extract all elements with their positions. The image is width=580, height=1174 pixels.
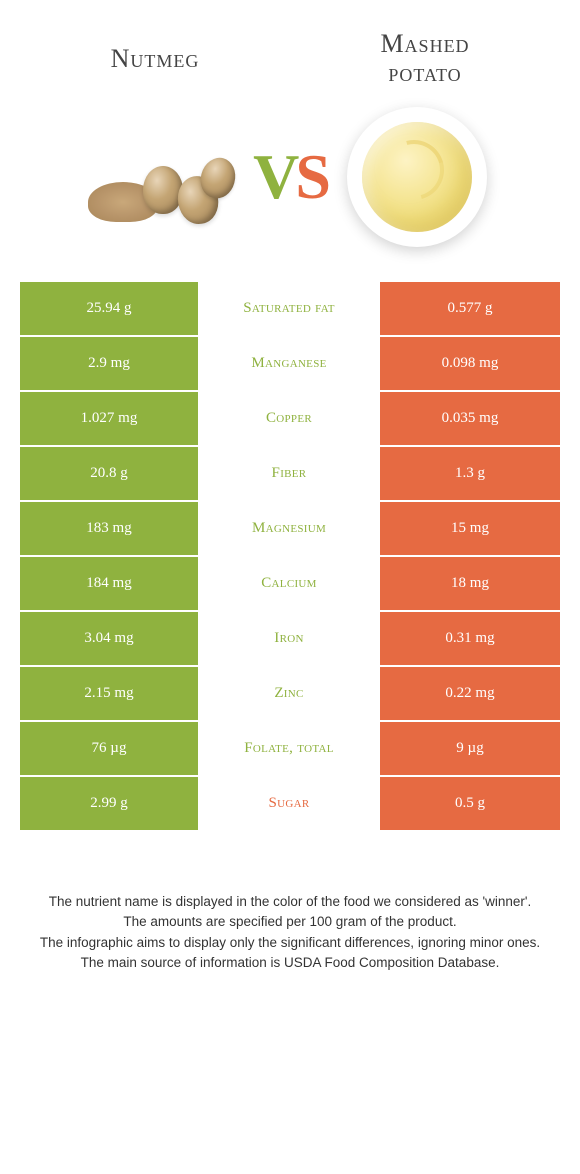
nutrient-label-cell: Fiber [200, 447, 380, 500]
nutrient-label-cell: Calcium [200, 557, 380, 610]
nutrient-label-cell: Saturated fat [200, 282, 380, 335]
table-row: 20.8 gFiber1.3 g [20, 447, 560, 502]
titles-row: Nutmeg Mashed potato [20, 30, 560, 87]
table-row: 1.027 mgCopper0.035 mg [20, 392, 560, 447]
right-value-cell: 0.098 mg [380, 337, 560, 390]
vs-s: S [295, 141, 327, 212]
nutrient-label-cell: Copper [200, 392, 380, 445]
nutrient-label-cell: Folate, total [200, 722, 380, 775]
right-value-cell: 0.035 mg [380, 392, 560, 445]
left-value-cell: 3.04 mg [20, 612, 200, 665]
mashed-potato-image [337, 112, 497, 242]
right-value-cell: 18 mg [380, 557, 560, 610]
left-value-cell: 1.027 mg [20, 392, 200, 445]
right-value-cell: 0.31 mg [380, 612, 560, 665]
nutrient-label-cell: Magnesium [200, 502, 380, 555]
left-value-cell: 76 µg [20, 722, 200, 775]
right-food-title: Mashed potato [290, 30, 560, 87]
left-value-cell: 2.15 mg [20, 667, 200, 720]
left-value-cell: 184 mg [20, 557, 200, 610]
right-title-line2: potato [388, 58, 461, 87]
footer-line-4: The main source of information is USDA F… [35, 953, 545, 973]
nutrient-table: 25.94 gSaturated fat0.577 g2.9 mgMangane… [20, 282, 560, 832]
nutrient-label-cell: Zinc [200, 667, 380, 720]
table-row: 3.04 mgIron0.31 mg [20, 612, 560, 667]
footer-line-2: The amounts are specified per 100 gram o… [35, 912, 545, 932]
right-title-line1: Mashed [380, 29, 469, 58]
nutrient-label-cell: Sugar [200, 777, 380, 830]
images-row: VS [20, 112, 560, 242]
infographic-container: Nutmeg Mashed potato VS 25.94 gSatur [0, 0, 580, 993]
table-row: 2.15 mgZinc0.22 mg [20, 667, 560, 722]
left-value-cell: 2.99 g [20, 777, 200, 830]
right-value-cell: 0.577 g [380, 282, 560, 335]
right-value-cell: 0.22 mg [380, 667, 560, 720]
left-value-cell: 20.8 g [20, 447, 200, 500]
left-food-title: Nutmeg [20, 44, 290, 74]
vs-label: VS [253, 140, 327, 214]
table-row: 2.9 mgManganese0.098 mg [20, 337, 560, 392]
left-value-cell: 2.9 mg [20, 337, 200, 390]
right-value-cell: 1.3 g [380, 447, 560, 500]
table-row: 2.99 gSugar0.5 g [20, 777, 560, 832]
vs-v: V [253, 141, 295, 212]
right-value-cell: 9 µg [380, 722, 560, 775]
table-row: 183 mgMagnesium15 mg [20, 502, 560, 557]
footer-line-3: The infographic aims to display only the… [35, 933, 545, 953]
nutmeg-image [83, 112, 243, 242]
left-value-cell: 25.94 g [20, 282, 200, 335]
nutrient-label-cell: Manganese [200, 337, 380, 390]
nutrient-label-cell: Iron [200, 612, 380, 665]
right-value-cell: 15 mg [380, 502, 560, 555]
left-value-cell: 183 mg [20, 502, 200, 555]
table-row: 25.94 gSaturated fat0.577 g [20, 282, 560, 337]
table-row: 184 mgCalcium18 mg [20, 557, 560, 612]
footer-notes: The nutrient name is displayed in the co… [20, 892, 560, 973]
footer-line-1: The nutrient name is displayed in the co… [35, 892, 545, 912]
right-value-cell: 0.5 g [380, 777, 560, 830]
table-row: 76 µgFolate, total9 µg [20, 722, 560, 777]
